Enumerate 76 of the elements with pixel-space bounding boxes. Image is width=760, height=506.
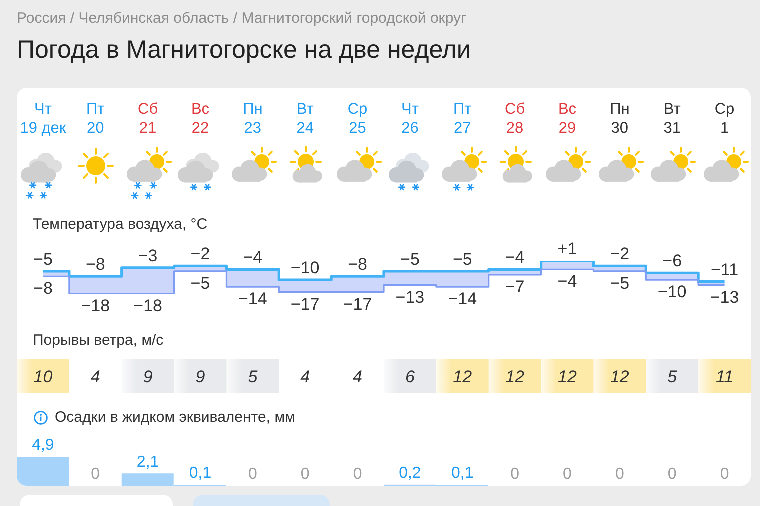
x-tick-label: Пт 27 xyxy=(454,101,472,137)
data-label: −2 xyxy=(610,244,630,264)
data-label: 12 xyxy=(610,368,630,386)
data-label: 5 xyxy=(668,368,678,386)
data-label: 0,2 xyxy=(399,464,422,482)
data-label: −18 xyxy=(134,296,162,316)
x-tick-label: Ср 25 xyxy=(348,101,368,137)
x-tick-label: Сб 28 xyxy=(505,101,526,137)
data-label: 0 xyxy=(91,466,100,483)
data-label: −17 xyxy=(290,294,320,314)
data-label: 0 xyxy=(563,466,572,483)
data-label: −13 xyxy=(396,288,425,307)
data-label: 0 xyxy=(720,466,730,483)
data-label: −5 xyxy=(190,274,210,293)
x-tick-label: Вс 22 xyxy=(191,101,210,137)
data-label: −10 xyxy=(658,282,687,302)
x-tick-label: Вт 31 xyxy=(664,101,681,137)
data-label: −14 xyxy=(238,290,268,309)
x-tick-label: Пн 23 xyxy=(243,101,263,137)
text: Погода в Магнитогорске на две недели xyxy=(17,36,471,64)
x-tick-label: Ср 1 xyxy=(714,101,735,137)
data-label: 0 xyxy=(615,466,624,483)
data-label: −3 xyxy=(138,246,158,266)
data-label: −7 xyxy=(505,277,525,296)
chart-title: Температура воздуха, °C xyxy=(33,216,208,234)
data-label: 9 xyxy=(143,368,154,386)
data-label: −17 xyxy=(343,294,372,314)
data-label: −5 xyxy=(610,274,630,293)
x-tick-label: Вт 24 xyxy=(296,101,314,137)
data-label: 0,1 xyxy=(189,465,212,482)
data-label: +1 xyxy=(558,240,578,258)
data-label: 4 xyxy=(353,368,363,386)
data-label: −5 xyxy=(452,250,472,269)
data-label: 4,9 xyxy=(32,437,54,454)
bar xyxy=(17,457,69,486)
data-label: 2,1 xyxy=(136,454,160,471)
data-label: 4 xyxy=(300,368,310,386)
chart-title: Порывы ветра, м/с xyxy=(33,332,164,350)
data-label: 5 xyxy=(248,368,258,386)
data-label: 0 xyxy=(300,466,310,483)
data-label: −2 xyxy=(190,244,210,264)
data-label: −10 xyxy=(290,258,320,278)
x-tick-label: Пн 30 xyxy=(610,101,630,137)
data-label: 12 xyxy=(506,368,526,386)
data-label: −13 xyxy=(710,288,740,307)
text: Россия / Челябинская область / Магнитогорский городской округ xyxy=(17,10,466,28)
data-label: −4 xyxy=(505,248,525,268)
data-label: −6 xyxy=(662,252,682,271)
x-tick-label: Сб 21 xyxy=(138,101,158,137)
data-label: 0 xyxy=(510,466,520,483)
data-label: 12 xyxy=(453,368,473,386)
data-label: 9 xyxy=(196,368,206,386)
data-label: 0 xyxy=(353,466,362,483)
x-tick-label: Чт 26 xyxy=(401,101,419,137)
data-label: 0 xyxy=(248,466,258,483)
data-label: −5 xyxy=(34,250,53,269)
data-label: −8 xyxy=(34,279,53,298)
data-label: −8 xyxy=(86,255,106,274)
data-label: 11 xyxy=(716,368,734,386)
x-tick-label: Чт 19 дек xyxy=(20,101,66,137)
data-label: −11 xyxy=(710,260,739,280)
chart-title: Осадки в жидком эквиваленте, мм xyxy=(55,409,296,427)
data-label: 12 xyxy=(558,368,578,386)
data-label: −18 xyxy=(81,296,110,316)
x-tick-label: Пт 20 xyxy=(86,101,105,137)
data-label: −4 xyxy=(243,248,263,268)
data-label: 4 xyxy=(90,368,100,386)
data-label: −8 xyxy=(348,255,368,274)
data-label: −4 xyxy=(558,272,578,292)
data-label: 10 xyxy=(34,368,54,386)
data-label: 0 xyxy=(668,466,677,483)
data-label: 0,1 xyxy=(452,465,474,482)
data-label: −5 xyxy=(400,250,420,269)
data-label: 6 xyxy=(405,368,416,386)
x-tick-label: Вс 29 xyxy=(558,101,577,137)
data-label: −14 xyxy=(448,290,478,309)
